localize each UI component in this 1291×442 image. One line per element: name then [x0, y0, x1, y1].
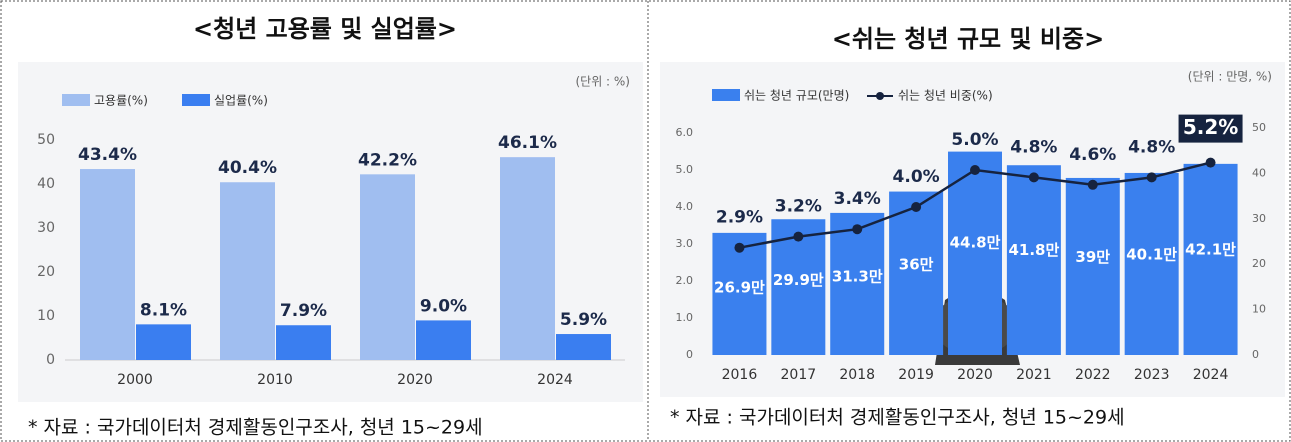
point	[793, 232, 803, 242]
y2-tick-label: 0	[1252, 348, 1259, 361]
bar	[556, 334, 611, 360]
point	[1206, 158, 1216, 168]
bar	[220, 182, 275, 360]
value-label: 4.8%	[1128, 137, 1175, 157]
y2-tick-label: 30	[1252, 212, 1266, 225]
bar-value-label: 36만	[899, 256, 934, 274]
bar	[1184, 164, 1238, 355]
y2-tick-label: 10	[1252, 303, 1266, 316]
bar	[1125, 173, 1179, 355]
x-tick-label: 2023	[1134, 367, 1170, 383]
bar-value-label: 29.9만	[773, 271, 824, 289]
y-tick-label: 10	[37, 308, 55, 324]
value-label: 5.0%	[951, 130, 998, 150]
y-tick-label: 2.0	[676, 274, 694, 287]
legend-label: 쉬는 청년 비중(%)	[898, 89, 993, 103]
bar	[1007, 165, 1061, 355]
y-tick-label: 0	[46, 352, 55, 368]
x-tick-label: 2021	[1016, 367, 1052, 383]
value-label: 9.0%	[420, 296, 467, 316]
bar	[416, 320, 471, 360]
legend-swatch	[182, 94, 210, 106]
legend-marker	[876, 92, 884, 100]
point	[734, 243, 744, 253]
legend-label: 실업률(%)	[214, 94, 268, 108]
y-tick-label: 40	[37, 176, 55, 192]
y-tick-label: 50	[37, 132, 55, 148]
point	[911, 202, 921, 212]
y2-tick-label: 50	[1252, 121, 1266, 134]
value-label: 7.9%	[280, 301, 327, 321]
y-tick-label: 5.0	[676, 163, 694, 176]
x-tick-label: 2020	[957, 367, 993, 383]
value-label: 4.8%	[1010, 137, 1057, 157]
legend-label: 고용률(%)	[94, 94, 148, 108]
y-tick-label: 3.0	[676, 237, 694, 250]
point	[970, 165, 980, 175]
bar-value-label: 39만	[1075, 248, 1110, 266]
value-label: 8.1%	[140, 300, 187, 320]
x-tick-label: 2018	[839, 367, 875, 383]
bar-value-label: 26.9만	[714, 278, 765, 296]
bar-value-label: 44.8만	[950, 234, 1001, 252]
x-tick-label: 2024	[1193, 367, 1229, 383]
x-tick-label: 2017	[781, 367, 817, 383]
bar	[1066, 178, 1120, 355]
source: * 자료 : 국가데이터처 경제활동인구조사, 청년 15~29세	[28, 417, 483, 439]
bar	[360, 174, 415, 360]
bar	[276, 325, 331, 360]
y-tick-label: 4.0	[676, 200, 694, 213]
point	[1029, 172, 1039, 182]
point	[1088, 180, 1098, 190]
x-tick-label: 2010	[257, 372, 293, 388]
value-label: 46.1%	[498, 133, 557, 153]
value-label: 5.2%	[1183, 115, 1238, 139]
x-tick-label: 2020	[397, 372, 433, 388]
infographic: <청년 고용률 및 실업률> <쉬는 청년 규모 및 비중> (단위 : %) …	[0, 0, 1291, 442]
legend-swatch	[62, 94, 90, 106]
x-tick-label: 2016	[722, 367, 758, 383]
y-tick-label: 6.0	[676, 126, 694, 139]
value-label: 43.4%	[78, 145, 137, 165]
source: * 자료 : 국가데이터처 경제활동인구조사, 청년 15~29세	[670, 407, 1125, 429]
bar-value-label: 31.3만	[832, 267, 883, 285]
point	[852, 224, 862, 234]
y2-tick-label: 40	[1252, 166, 1266, 179]
x-tick-label: 2024	[537, 372, 573, 388]
chart-title: <쉬는 청년 규모 및 비중>	[832, 25, 1104, 53]
bar	[80, 169, 135, 360]
chart-title: <청년 고용률 및 실업률>	[193, 15, 457, 43]
value-label: 3.4%	[834, 189, 881, 209]
value-label: 3.2%	[775, 197, 822, 217]
value-label: 2.9%	[716, 208, 763, 228]
y-tick-label: 30	[37, 220, 55, 236]
unit-note: (단위 : %)	[575, 75, 630, 89]
x-tick-label: 2000	[117, 372, 153, 388]
bar-value-label: 40.1만	[1126, 245, 1177, 263]
legend-label: 쉬는 청년 규모(만명)	[744, 89, 849, 103]
y-tick-label: 20	[37, 264, 55, 280]
value-label: 4.0%	[893, 167, 940, 187]
value-label: 5.9%	[560, 310, 607, 330]
unit-note: (단위 : 만명, %)	[1188, 70, 1272, 84]
y-tick-label: 1.0	[676, 311, 694, 324]
bar	[500, 157, 555, 360]
value-label: 4.6%	[1069, 145, 1116, 165]
y2-tick-label: 20	[1252, 257, 1266, 270]
point	[1147, 172, 1157, 182]
x-tick-label: 2022	[1075, 367, 1111, 383]
y-tick-label: 0	[686, 348, 693, 361]
x-tick-label: 2019	[898, 367, 934, 383]
value-label: 42.2%	[358, 150, 417, 170]
bar-value-label: 41.8만	[1008, 241, 1059, 259]
bar-value-label: 42.1만	[1185, 240, 1236, 258]
value-label: 40.4%	[218, 158, 277, 178]
legend-swatch	[712, 89, 740, 101]
bar	[136, 324, 191, 360]
